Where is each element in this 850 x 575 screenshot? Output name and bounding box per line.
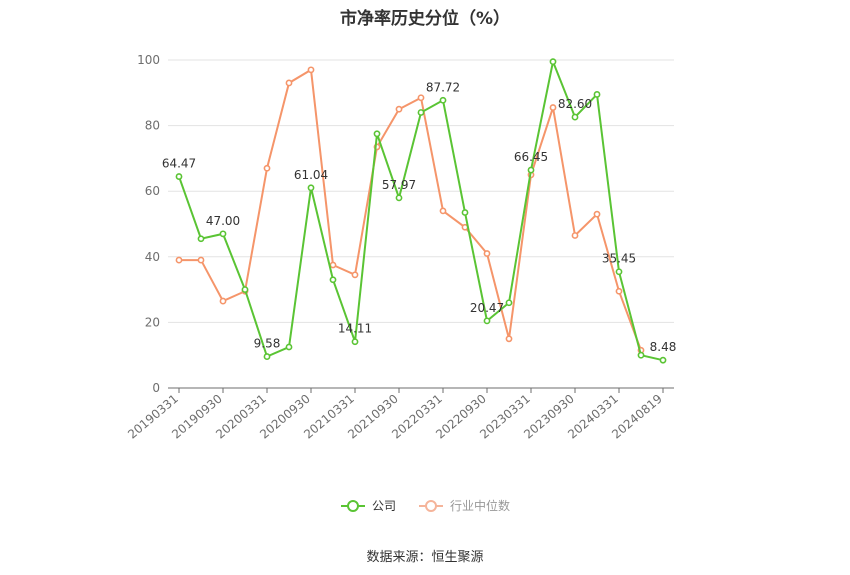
data-point-industry xyxy=(571,232,579,239)
y-tick-label: 40 xyxy=(145,250,160,264)
data-label: 20.47 xyxy=(470,301,504,315)
y-tick-label: 0 xyxy=(152,381,160,395)
data-point-company xyxy=(219,230,227,238)
data-point-industry xyxy=(439,207,447,215)
data-point-company xyxy=(593,91,601,98)
data-point-company xyxy=(175,173,183,180)
data-point-company xyxy=(505,299,513,307)
data-point-industry xyxy=(263,164,271,172)
data-point-industry xyxy=(351,271,359,279)
legend-item-industry[interactable]: 行业中位数 xyxy=(418,497,510,514)
data-point-company xyxy=(373,130,381,138)
y-tick-label: 20 xyxy=(145,315,160,329)
data-point-company xyxy=(527,166,535,174)
data-source: 数据来源：恒生聚源 xyxy=(366,550,484,565)
data-point-company xyxy=(417,109,425,116)
data-point-industry xyxy=(615,287,623,295)
data-label: 66.45 xyxy=(514,150,548,164)
data-point-industry xyxy=(329,261,337,269)
data-label: 61.04 xyxy=(294,168,328,182)
data-point-company xyxy=(285,343,293,351)
data-point-industry xyxy=(219,297,227,305)
data-label: 57.97 xyxy=(382,178,416,192)
data-point-company xyxy=(241,286,249,293)
data-point-industry xyxy=(395,105,403,113)
y-tick-label: 80 xyxy=(145,119,160,133)
data-point-company xyxy=(439,96,447,104)
data-point-company xyxy=(329,276,337,284)
legend: 公司 行业中位数 xyxy=(0,497,850,514)
data-label: 9.58 xyxy=(254,337,281,351)
data-point-industry xyxy=(175,256,183,264)
data-label: 14.11 xyxy=(338,322,372,336)
data-point-company xyxy=(263,353,271,360)
data-point-company xyxy=(549,58,557,66)
data-point-company xyxy=(571,113,579,121)
data-point-industry xyxy=(593,210,601,218)
data-point-company xyxy=(483,317,491,325)
data-label: 8.48 xyxy=(650,340,677,354)
data-label: 87.72 xyxy=(426,80,460,94)
data-label: 64.47 xyxy=(162,157,196,171)
data-point-company xyxy=(307,184,315,192)
data-point-company xyxy=(659,356,667,364)
legend-label-industry: 行业中位数 xyxy=(450,499,511,513)
data-point-company xyxy=(197,235,205,243)
data-label: 47.00 xyxy=(206,214,240,228)
data-point-industry xyxy=(197,256,205,264)
data-point-company xyxy=(351,338,359,346)
data-point-company xyxy=(637,351,645,359)
y-tick-label: 100 xyxy=(137,53,160,67)
y-tick-label: 60 xyxy=(145,184,160,198)
legend-marker-company xyxy=(340,499,365,512)
data-label: 82.60 xyxy=(558,97,592,111)
legend-marker-industry xyxy=(419,499,443,512)
data-point-company xyxy=(461,209,469,216)
data-point-company xyxy=(615,268,623,276)
data-point-industry xyxy=(483,250,491,257)
data-label: 35.45 xyxy=(602,252,636,266)
data-point-company xyxy=(395,194,403,202)
data-point-industry xyxy=(417,94,425,102)
legend-label-company: 公司 xyxy=(371,499,396,513)
data-point-industry xyxy=(505,335,513,343)
data-point-industry xyxy=(285,79,293,87)
data-point-industry xyxy=(307,66,315,74)
data-point-industry xyxy=(549,104,557,111)
series-line-industry xyxy=(179,68,642,351)
legend-item-company[interactable]: 公司 xyxy=(340,497,396,514)
chart-title: 市净率历史分位（%） xyxy=(339,9,511,29)
